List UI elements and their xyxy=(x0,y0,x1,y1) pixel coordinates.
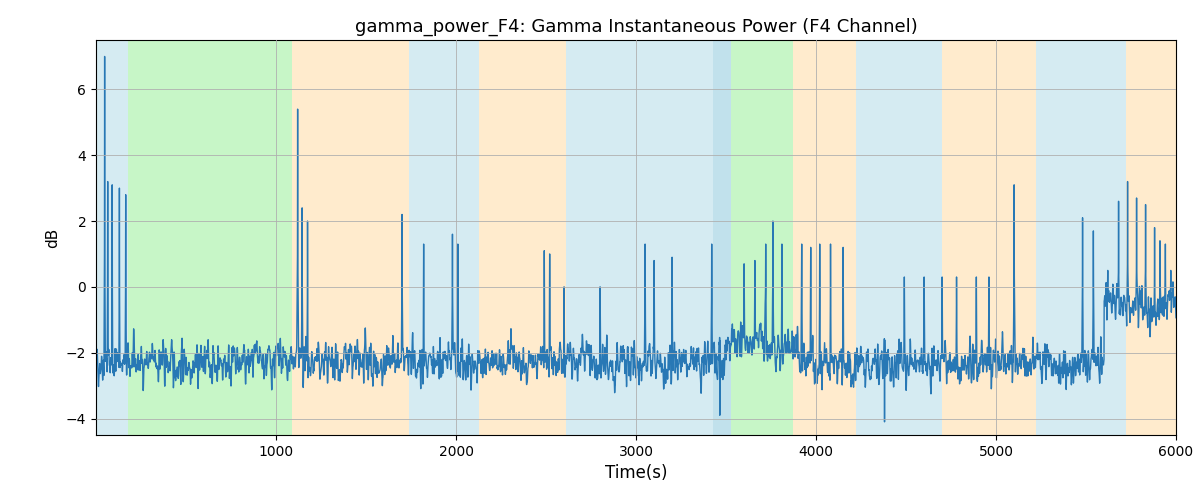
Bar xyxy=(856,40,942,435)
Bar xyxy=(713,40,732,435)
Bar xyxy=(732,40,793,435)
Bar xyxy=(127,40,293,435)
X-axis label: Time(s): Time(s) xyxy=(605,464,667,482)
Bar xyxy=(793,40,856,435)
Bar xyxy=(942,40,1036,435)
Y-axis label: dB: dB xyxy=(46,228,60,248)
Bar xyxy=(566,40,713,435)
Bar xyxy=(96,40,127,435)
Bar xyxy=(409,40,480,435)
Bar xyxy=(293,40,409,435)
Bar xyxy=(1126,40,1176,435)
Bar xyxy=(1036,40,1126,435)
Title: gamma_power_F4: Gamma Instantaneous Power (F4 Channel): gamma_power_F4: Gamma Instantaneous Powe… xyxy=(355,18,917,36)
Bar xyxy=(480,40,566,435)
